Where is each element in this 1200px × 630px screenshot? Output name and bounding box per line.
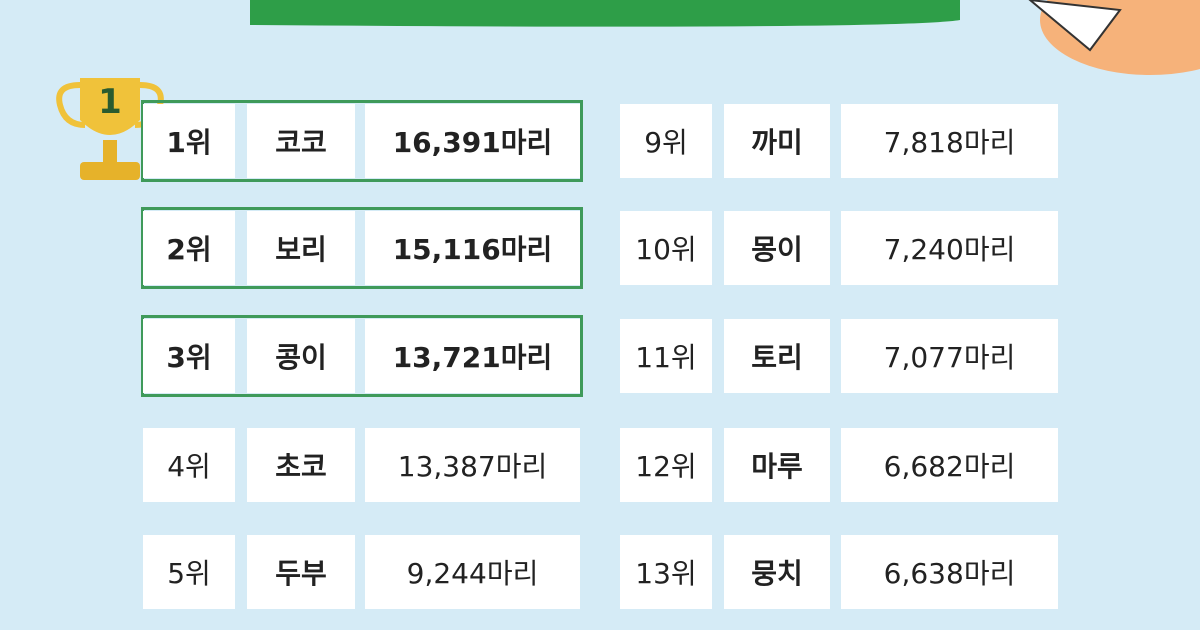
name-cell: 콩이 [247,319,355,393]
name-cell: 까미 [724,104,830,178]
name-cell: 뭉치 [724,535,830,609]
trophy-label: 1 [98,82,122,122]
hand-cuff [1028,0,1122,52]
highlight-frame [141,207,583,289]
rank-cell: 3위 [143,319,235,393]
rank-cell: 11위 [620,319,712,393]
rank-cell: 9위 [620,104,712,178]
count-cell: 6,638마리 [841,535,1058,609]
title-fragment [250,0,960,27]
count-cell: 13,387마리 [365,428,580,502]
name-cell: 마루 [724,428,830,502]
count-cell: 9,244마리 [365,535,580,609]
highlight-frame [141,315,583,397]
count-cell: 7,240마리 [841,211,1058,285]
count-cell: 15,116마리 [365,211,580,285]
rank-cell: 1위 [143,104,235,178]
name-cell: 몽이 [724,211,830,285]
name-cell: 코코 [247,104,355,178]
name-cell: 보리 [247,211,355,285]
rank-cell: 12위 [620,428,712,502]
count-cell: 7,077마리 [841,319,1058,393]
count-cell: 7,818마리 [841,104,1058,178]
name-cell: 토리 [724,319,830,393]
rank-cell: 2위 [143,211,235,285]
rank-cell: 4위 [143,428,235,502]
rank-cell: 13위 [620,535,712,609]
count-cell: 13,721마리 [365,319,580,393]
highlight-frame [141,100,583,182]
name-cell: 초코 [247,428,355,502]
count-cell: 16,391마리 [365,104,580,178]
trophy: 1 [56,78,164,180]
rank-cell: 10위 [620,211,712,285]
count-cell: 6,682마리 [841,428,1058,502]
rank-cell: 5위 [143,535,235,609]
name-cell: 두부 [247,535,355,609]
